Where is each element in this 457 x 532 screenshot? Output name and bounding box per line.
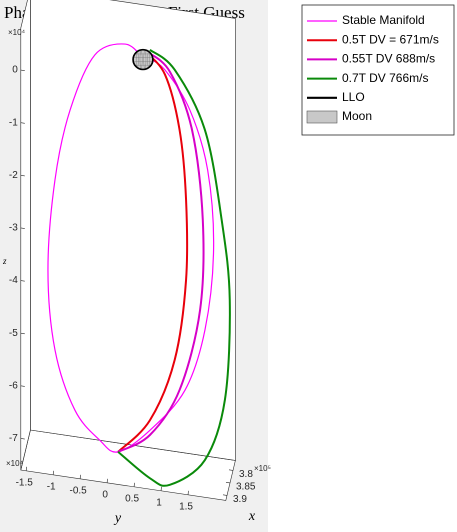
axes-plane — [20, 0, 31, 471]
axes-plane — [30, 0, 236, 461]
z-tick-label: -2 — [9, 170, 18, 181]
x-tick-label: 3.85 — [236, 482, 256, 493]
x-tick — [225, 482, 231, 484]
axes: -7 -6 -5 -4 -3 -2 -1 0 -1.5 -1 -0.5 0 0.5 1 1.5 3.8 3.85… — [9, 0, 256, 512]
z-tick-label: -7 — [9, 433, 18, 444]
y-exponent: ×10⁴ — [6, 459, 24, 468]
z-exponent: ×10⁴ — [8, 28, 26, 37]
x-tick-label: 3.8 — [239, 469, 253, 480]
series-line — [117, 51, 189, 453]
y-tick-label: 1 — [156, 497, 162, 508]
x-exponent: ×10⁵ — [254, 464, 271, 473]
series-line — [47, 43, 215, 453]
z-tick — [20, 122, 25, 124]
legend-label: 0.55T DV 688m/s — [342, 52, 435, 66]
y-tick-label: 0 — [102, 489, 108, 500]
legend-label: LLO — [342, 90, 365, 104]
z-tick — [20, 385, 25, 387]
z-tick — [20, 438, 25, 440]
y-tick-label: -1 — [47, 481, 56, 492]
z-tick-label: 0 — [12, 65, 18, 76]
y-tick-label: -0.5 — [70, 485, 88, 496]
series-line — [117, 49, 231, 487]
legend-label: 0.5T DV = 671m/s — [342, 32, 439, 46]
series-line — [117, 51, 205, 453]
z-axis-label: z — [2, 256, 7, 266]
z-tick — [20, 227, 25, 229]
legend-swatch — [306, 110, 338, 124]
legend-label: Moon — [342, 109, 372, 123]
z-tick-label: -1 — [9, 117, 18, 128]
z-tick — [20, 175, 25, 177]
y-tick-label: 1.5 — [179, 501, 193, 512]
legend-label: Stable Manifold — [342, 13, 425, 27]
z-tick-label: -6 — [9, 380, 18, 391]
y-axis-label: y — [113, 511, 122, 526]
legend: Stable Manifold 0.5T DV = 671m/s 0.55T DV … — [301, 4, 455, 136]
llo-orbit — [132, 48, 154, 71]
y-tick-label: -1.5 — [16, 477, 34, 488]
z-tick — [20, 69, 25, 71]
z-tick-label: -4 — [9, 275, 18, 286]
z-tick-label: -3 — [9, 223, 18, 234]
x-tick-label: 3.9 — [233, 494, 247, 505]
z-tick-label: -5 — [9, 328, 18, 339]
z-tick — [20, 332, 25, 335]
y-tick-label: 0.5 — [125, 493, 139, 504]
x-axis-label: x — [248, 509, 256, 524]
legend-label: 0.7T DV 766m/s — [342, 71, 428, 85]
x-tick — [228, 469, 234, 471]
x-tick — [222, 494, 228, 496]
z-tick — [20, 280, 25, 282]
